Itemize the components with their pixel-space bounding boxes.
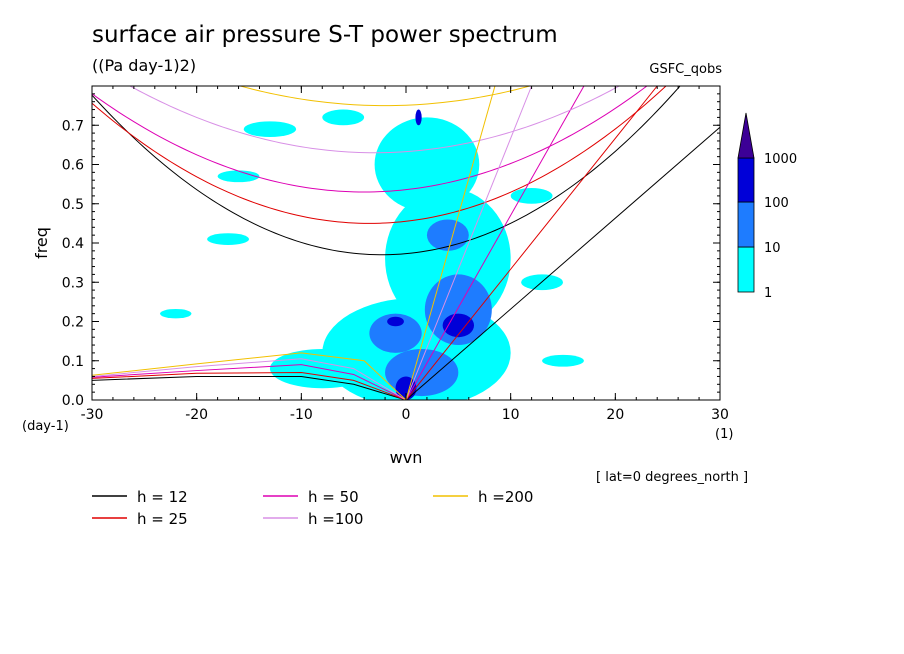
kelvin-curve-h200 xyxy=(405,86,496,400)
colorbar-label: 100 xyxy=(764,196,789,211)
colorbar-arrow xyxy=(737,112,755,159)
x-tick-label: 30 xyxy=(711,407,729,423)
y-tick-label: 0.5 xyxy=(62,197,84,213)
contour-blob-15 xyxy=(426,219,469,251)
legend-label: h = 50 xyxy=(308,488,359,506)
x-tick-label: 0 xyxy=(402,407,411,423)
legend: h = 12 h = 25 h = 50 h =100 h =200 xyxy=(92,488,533,528)
latitude-note: [ lat=0 degrees_north ] xyxy=(596,470,749,485)
chart-title: surface air pressure S-T power spectrum xyxy=(92,22,558,48)
legend-label: h =100 xyxy=(308,510,363,528)
contour-blob-6 xyxy=(207,233,249,245)
contour-field xyxy=(160,109,584,400)
x-tick-label: 10 xyxy=(502,407,520,423)
contour-blob-9 xyxy=(542,354,584,367)
colorbar-label: 1000 xyxy=(764,152,797,167)
contour-blob-10 xyxy=(322,109,365,126)
mrg-curve-h12 xyxy=(92,375,407,400)
x-axis-label: wvn xyxy=(390,448,423,467)
contour-blob-19 xyxy=(415,109,422,126)
kelvin-curve-h50 xyxy=(405,86,585,400)
y-tick-label: 0.3 xyxy=(62,275,84,291)
contour-blob-4 xyxy=(243,121,297,138)
legend-label: h = 25 xyxy=(137,510,188,528)
dispersion-curves xyxy=(92,86,720,400)
contour-blob-11 xyxy=(510,188,553,204)
dataset-label: GSFC_qobs xyxy=(649,62,722,77)
legend-label: h =200 xyxy=(478,488,533,506)
inertia-gravity-curve-h12 xyxy=(92,86,681,256)
y-tick-label: 0.1 xyxy=(62,354,84,370)
x-tick-label: -20 xyxy=(185,407,208,423)
x-tick-label: -30 xyxy=(81,407,104,423)
contour-blob-16 xyxy=(387,316,404,327)
y-tick-label: 0.4 xyxy=(62,236,84,252)
kelvin-curve-h12 xyxy=(405,126,720,400)
x-unit-label: (1) xyxy=(715,427,733,442)
colorbar-segment xyxy=(737,201,755,248)
y-tick-label: 0.6 xyxy=(62,158,84,174)
x-tick-label: 20 xyxy=(606,407,624,423)
y-tick-label: 0.2 xyxy=(62,315,84,331)
contour-blob-14 xyxy=(369,313,422,353)
contour-blob-8 xyxy=(160,308,192,319)
contour-blob-12 xyxy=(424,274,492,346)
inertia-gravity-curve-h50 xyxy=(92,86,648,193)
kelvin-curve-h25 xyxy=(405,86,658,400)
inertia-gravity-curve-h25 xyxy=(92,86,667,224)
colorbar-label: 1 xyxy=(764,286,772,301)
y-axis-label: freq xyxy=(32,227,51,259)
contour-blob-18 xyxy=(442,313,475,338)
colorbar: 1 10 100 1000 xyxy=(737,112,797,301)
x-tick-label: -10 xyxy=(290,407,313,423)
mrg-curve-h25 xyxy=(92,372,407,400)
inertia-gravity-curve-h200 xyxy=(238,86,532,107)
contour-blob-5 xyxy=(217,170,260,183)
colorbar-label: 10 xyxy=(764,241,781,256)
colorbar-segment xyxy=(737,157,755,203)
y-tick-label: 0.0 xyxy=(62,393,84,409)
mrg-curve-h200 xyxy=(92,352,407,400)
legend-label: h = 12 xyxy=(137,488,188,506)
kelvin-curve-h100 xyxy=(405,86,533,400)
y-tick-label: 0.7 xyxy=(62,118,84,134)
contour-blob-2 xyxy=(374,117,480,212)
mrg-curve-h100 xyxy=(92,358,407,400)
y-unit-label: (day-1) xyxy=(22,419,69,434)
colorbar-segment xyxy=(737,246,755,293)
chart-units: ((Pa day-1)2) xyxy=(92,56,197,75)
mrg-curve-h50 xyxy=(92,364,407,400)
axes: -30 -20 -10 0 10 20 30 0.0 0.1 0.2 0.3 0.4 0.5 0.6 0.7… xyxy=(22,86,733,467)
